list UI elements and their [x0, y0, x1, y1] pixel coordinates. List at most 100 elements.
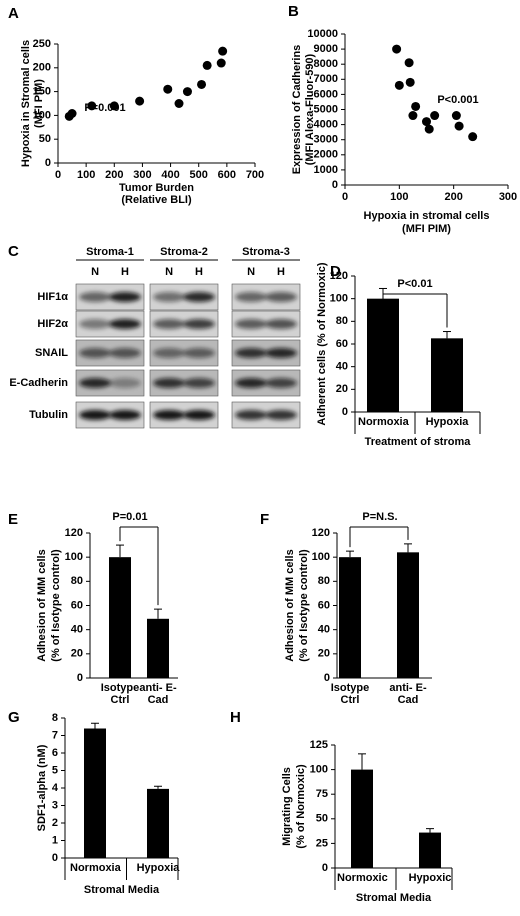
- category-text: Isotype Ctrl: [100, 682, 140, 706]
- y-tick-label: 40: [71, 624, 83, 636]
- blot-band: [108, 348, 141, 358]
- y-tick-label: 0: [342, 406, 348, 418]
- y-tick-label: 40: [318, 624, 330, 636]
- y-tick-label: 2000: [314, 149, 338, 161]
- panel-letter: D: [330, 263, 341, 280]
- y-axis-title: Adhesion of MM cells: [36, 549, 48, 661]
- y-tick-label: 1: [52, 834, 58, 846]
- blot-band: [182, 410, 215, 420]
- blot-band: [235, 410, 268, 420]
- x-tick-label: 200: [444, 191, 462, 203]
- y-tick-label: 0: [332, 179, 338, 191]
- point: [197, 79, 207, 89]
- y-axis-title: (MFI Alexa-Fluor-590): [304, 53, 316, 165]
- y-tick-label: 250: [33, 38, 51, 50]
- blot-band: [235, 319, 268, 329]
- blot-band: [235, 378, 268, 388]
- y-tick-label: 6: [52, 747, 58, 759]
- blot-lane-label: H: [277, 266, 285, 278]
- x-category-label: Hypoxia: [425, 416, 469, 428]
- y-tick-label: 2: [52, 817, 58, 829]
- y-tick-label: 25: [316, 837, 328, 849]
- x-tick-label: 100: [390, 191, 408, 203]
- x-category-label: Isotype Ctrl: [331, 682, 370, 706]
- point: [109, 101, 119, 111]
- bar: [109, 557, 131, 678]
- blot-band: [235, 348, 268, 358]
- y-tick-label: 150: [33, 86, 51, 98]
- x-tick-label: 500: [190, 169, 208, 181]
- x-tick-label: 0: [342, 191, 348, 203]
- blot-row-label: E-Cadherin: [9, 377, 68, 389]
- y-tick-label: 20: [71, 648, 83, 660]
- blot-band: [264, 378, 297, 388]
- category-text: anti- E-Cad: [389, 682, 427, 706]
- point: [424, 124, 434, 134]
- x-tick-label: 200: [105, 169, 123, 181]
- blot-group-label: Stroma-3: [242, 246, 290, 258]
- point: [163, 84, 173, 94]
- y-tick-label: 0: [77, 672, 83, 684]
- y-axis-title: (MFI PIM): [33, 79, 45, 128]
- y-tick-label: 7000: [314, 73, 338, 85]
- blot-band: [153, 410, 186, 420]
- annotation: P<0.001: [437, 94, 478, 106]
- point: [422, 117, 431, 127]
- y-tick-label: 200: [33, 62, 51, 74]
- y-tick-label: 10000: [307, 28, 338, 40]
- blot-band: [153, 378, 186, 388]
- y-tick-label: 20: [318, 648, 330, 660]
- bar: [367, 298, 399, 412]
- y-tick-label: 100: [330, 293, 348, 305]
- point: [67, 108, 77, 118]
- point: [405, 77, 415, 87]
- blot-band: [153, 292, 186, 302]
- point: [218, 46, 228, 56]
- blot-band: [182, 348, 215, 358]
- blot-lane-label: N: [247, 266, 255, 278]
- annotation: P=N.S.: [362, 511, 397, 523]
- point: [174, 99, 184, 108]
- x-tick-label: 700: [246, 169, 264, 181]
- blot-band: [153, 319, 186, 329]
- blot-band: [153, 348, 186, 358]
- x-category-label: Normoxic: [337, 872, 388, 884]
- annotation: P<0.01: [397, 278, 432, 290]
- x-axis-title: (Relative BLI): [121, 194, 192, 206]
- point: [202, 60, 212, 70]
- panel-letter: G: [8, 709, 20, 726]
- y-tick-label: 3000: [314, 134, 338, 146]
- y-tick-label: 60: [318, 599, 330, 611]
- x-category-label: Normoxia: [358, 416, 409, 428]
- y-tick-label: 60: [71, 599, 83, 611]
- y-tick-label: 60: [336, 338, 348, 350]
- blot-band: [182, 319, 215, 329]
- bar: [147, 788, 169, 858]
- y-tick-label: 3: [52, 799, 58, 811]
- y-tick-label: 125: [310, 739, 328, 751]
- category-text: Hypoxia: [425, 416, 469, 428]
- y-tick-label: 40: [336, 361, 348, 373]
- x-tick-label: 300: [133, 169, 151, 181]
- y-axis-title: Adherent cells (% of Normoxic): [316, 262, 328, 426]
- y-axis-title: Adhesion of MM cells: [284, 549, 296, 661]
- y-axis-title: SDF1-alpha (nM): [36, 744, 48, 831]
- x-category-label: Isotype Ctrl: [100, 682, 140, 706]
- y-tick-label: 120: [65, 527, 83, 539]
- x-axis-title: Stromal Media: [356, 892, 432, 904]
- y-tick-label: 1000: [314, 164, 338, 176]
- bar: [84, 728, 106, 858]
- x-axis-title: Tumor Burden: [119, 182, 194, 194]
- y-tick-label: 9000: [314, 43, 338, 55]
- blot-group-label: Stroma-1: [86, 246, 134, 258]
- y-tick-label: 8: [52, 712, 58, 724]
- bar: [339, 557, 361, 678]
- y-tick-label: 120: [330, 270, 348, 282]
- point: [404, 58, 414, 68]
- y-axis-title: Hypoxia in Stromal cells: [20, 40, 32, 167]
- blot-row-label: Tubulin: [29, 409, 68, 421]
- point: [468, 132, 478, 142]
- blot-lane-label: N: [91, 266, 99, 278]
- blot-band: [235, 292, 268, 302]
- panel-letter: C: [8, 243, 19, 260]
